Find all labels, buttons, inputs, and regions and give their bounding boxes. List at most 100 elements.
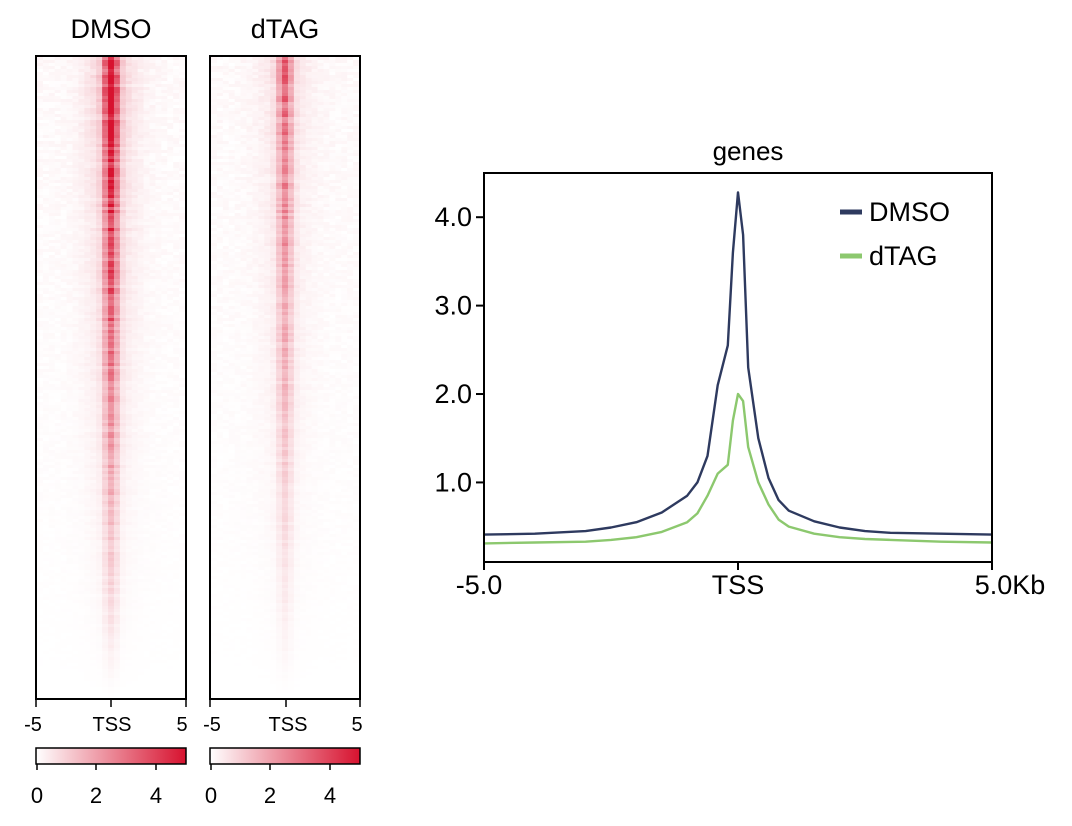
heatmap-cell-dmso [173, 183, 180, 187]
heatmap-cell-dmso [108, 429, 115, 433]
heatmap-cell-dmso [37, 141, 44, 145]
heatmap-cell-dmso [155, 294, 162, 298]
heatmap-cell-dmso [131, 552, 138, 556]
heatmap-cell-dmso [161, 249, 168, 253]
heatmap-cell-dmso [173, 387, 180, 391]
heatmap-cell-dmso [155, 381, 162, 385]
heatmap-cell-dmso [155, 261, 162, 265]
heatmap-cell-dmso [143, 126, 150, 130]
heatmap-cell-dmso [48, 192, 56, 196]
heatmap-cell-dmso [113, 93, 121, 97]
heatmap-cell-dmso [48, 327, 56, 331]
heatmap-cell-dmso [131, 162, 138, 166]
heatmap-cell-dmso [179, 177, 186, 181]
heatmap-cell-dmso [125, 381, 133, 385]
heatmap-cell-dmso [161, 195, 168, 199]
heatmap-cell-dmso [60, 333, 67, 337]
heatmap-cell-dmso [37, 300, 44, 304]
heatmap-cell-dmso [66, 447, 73, 451]
heatmap-cell-dmso [54, 372, 61, 376]
heatmap-cell-dmso [173, 630, 180, 634]
heatmap-cell-dmso [60, 618, 67, 622]
heatmap-cell-dmso [96, 252, 103, 256]
heatmap-cell-dmso [102, 426, 109, 430]
heatmap-cell-dmso [167, 429, 174, 433]
heatmap-cell-dmso [179, 537, 186, 541]
heatmap-cell-dmso [137, 558, 144, 562]
heatmap-cell-dmso [96, 78, 103, 82]
heatmap-cell-dmso [78, 183, 85, 187]
heatmap-cell-dmso [131, 96, 138, 100]
heatmap-cell-dmso [54, 300, 61, 304]
heatmap-cell-dmso [167, 141, 174, 145]
heatmap-cell-dmso [66, 168, 73, 172]
heatmap-cell-dmso [119, 159, 127, 163]
heatmap-cell-dmso [125, 108, 133, 112]
heatmap-cell-dmso [131, 588, 138, 592]
heatmap-cell-dmso [143, 207, 150, 211]
heatmap-cell-dmso [173, 270, 180, 274]
heatmap-cell-dmso [90, 183, 97, 187]
heatmap-cell-dmso [48, 546, 56, 550]
heatmap-cell-dmso [90, 591, 97, 595]
heatmap-cell-dmso [149, 612, 156, 616]
heatmap-cell-dmso [42, 492, 50, 496]
heatmap-cell-dmso [155, 216, 162, 220]
heatmap-cell-dmso [66, 261, 73, 265]
heatmap-cell-dmso [102, 222, 109, 226]
heatmap-cell-dmso [102, 576, 109, 580]
heatmap-cell-dmso [60, 537, 67, 541]
heatmap-cell-dmso [66, 585, 73, 589]
heatmap-cell-dmso [149, 129, 156, 133]
heatmap-cell-dmso [143, 591, 150, 595]
heatmap-cell-dmso [60, 252, 67, 256]
heatmap-cell-dmso [155, 399, 162, 403]
heatmap-cell-dmso [42, 183, 50, 187]
heatmap-cell-dmso [54, 600, 61, 604]
heatmap-cell-dmso [173, 291, 180, 295]
heatmap-cell-dmso [90, 246, 97, 250]
heatmap-cell-dmso [96, 495, 103, 499]
heatmap-cell-dmso [161, 237, 168, 241]
heatmap-cell-dmso [42, 306, 50, 310]
heatmap-cell-dmso [42, 399, 50, 403]
heatmap-cell-dmso [108, 402, 115, 406]
heatmap-cell-dmso [143, 261, 150, 265]
heatmap-cell-dmso [155, 180, 162, 184]
heatmap-cell-dmso [102, 210, 109, 214]
heatmap-cell-dmso [60, 225, 67, 229]
heatmap-cell-dmso [149, 264, 156, 268]
heatmap-cell-dmso [37, 540, 44, 544]
heatmap-cell-dmso [42, 636, 50, 640]
heatmap-cell-dmso [96, 177, 103, 181]
heatmap-cell-dmso [96, 366, 103, 370]
heatmap-cell-dmso [48, 450, 56, 454]
heatmap-cell-dmso [60, 525, 67, 529]
heatmap-cell-dmso [143, 225, 150, 229]
heatmap-cell-dmso [37, 186, 44, 190]
heatmap-cell-dmso [84, 492, 91, 496]
heatmap-cell-dmso [179, 381, 186, 385]
heatmap-cell-dmso [42, 597, 50, 601]
heatmap-cell-dmso [102, 315, 109, 319]
heatmap-cell-dmso [102, 78, 109, 82]
heatmap-cell-dmso [96, 324, 103, 328]
heatmap-cell-dmso [90, 63, 97, 67]
heatmap-cell-dmso [48, 240, 56, 244]
heatmap-cell-dmso [42, 384, 50, 388]
heatmap-cell-dmso [37, 603, 44, 607]
heatmap-cell-dmso [149, 432, 156, 436]
heatmap-cell-dmso [137, 120, 144, 124]
heatmap-cell-dmso [90, 192, 97, 196]
heatmap-cell-dmso [78, 306, 85, 310]
heatmap-cell-dmso [149, 468, 156, 472]
heatmap-cell-dmso [173, 603, 180, 607]
heatmap-cell-dmso [155, 207, 162, 211]
heatmap-cell-dmso [131, 276, 138, 280]
heatmap-cell-dmso [108, 351, 115, 355]
heatmap-cell-dmso [167, 309, 174, 313]
heatmap-cell-dmso [137, 288, 144, 292]
heatmap-cell-dmso [84, 642, 91, 646]
heatmap-cell-dmso [143, 291, 150, 295]
heatmap-cell-dmso [173, 399, 180, 403]
